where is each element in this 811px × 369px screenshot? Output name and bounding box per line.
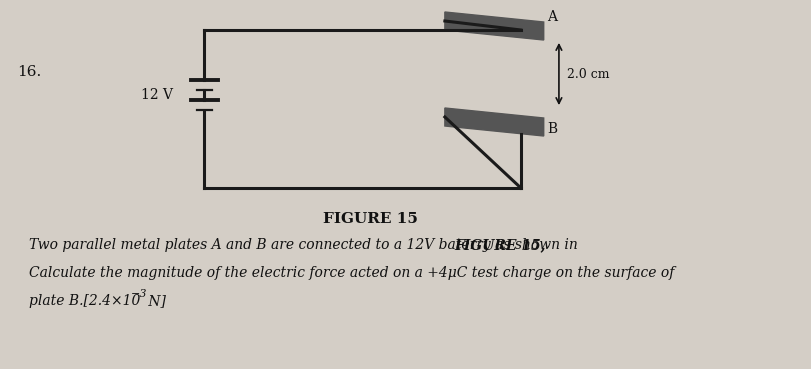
Polygon shape bbox=[445, 12, 543, 40]
Text: 16.: 16. bbox=[17, 65, 41, 79]
Text: A: A bbox=[547, 10, 557, 24]
Text: 12 V: 12 V bbox=[141, 88, 173, 102]
Text: Calculate the magnitude of the electric force acted on a +4μC test charge on the: Calculate the magnitude of the electric … bbox=[28, 266, 674, 280]
Text: Two parallel metal plates A and B are connected to a 12V baterry as shown in: Two parallel metal plates A and B are co… bbox=[28, 238, 581, 252]
Polygon shape bbox=[445, 108, 543, 136]
Text: N]: N] bbox=[144, 294, 166, 308]
Text: plate B.[2.4×10: plate B.[2.4×10 bbox=[28, 294, 139, 308]
Text: B: B bbox=[547, 122, 558, 136]
Text: −3: −3 bbox=[131, 289, 148, 299]
Text: FIGURE 15: FIGURE 15 bbox=[324, 212, 418, 226]
Text: FIGURE 15,: FIGURE 15, bbox=[454, 238, 546, 252]
Text: 2.0 cm: 2.0 cm bbox=[567, 68, 609, 80]
